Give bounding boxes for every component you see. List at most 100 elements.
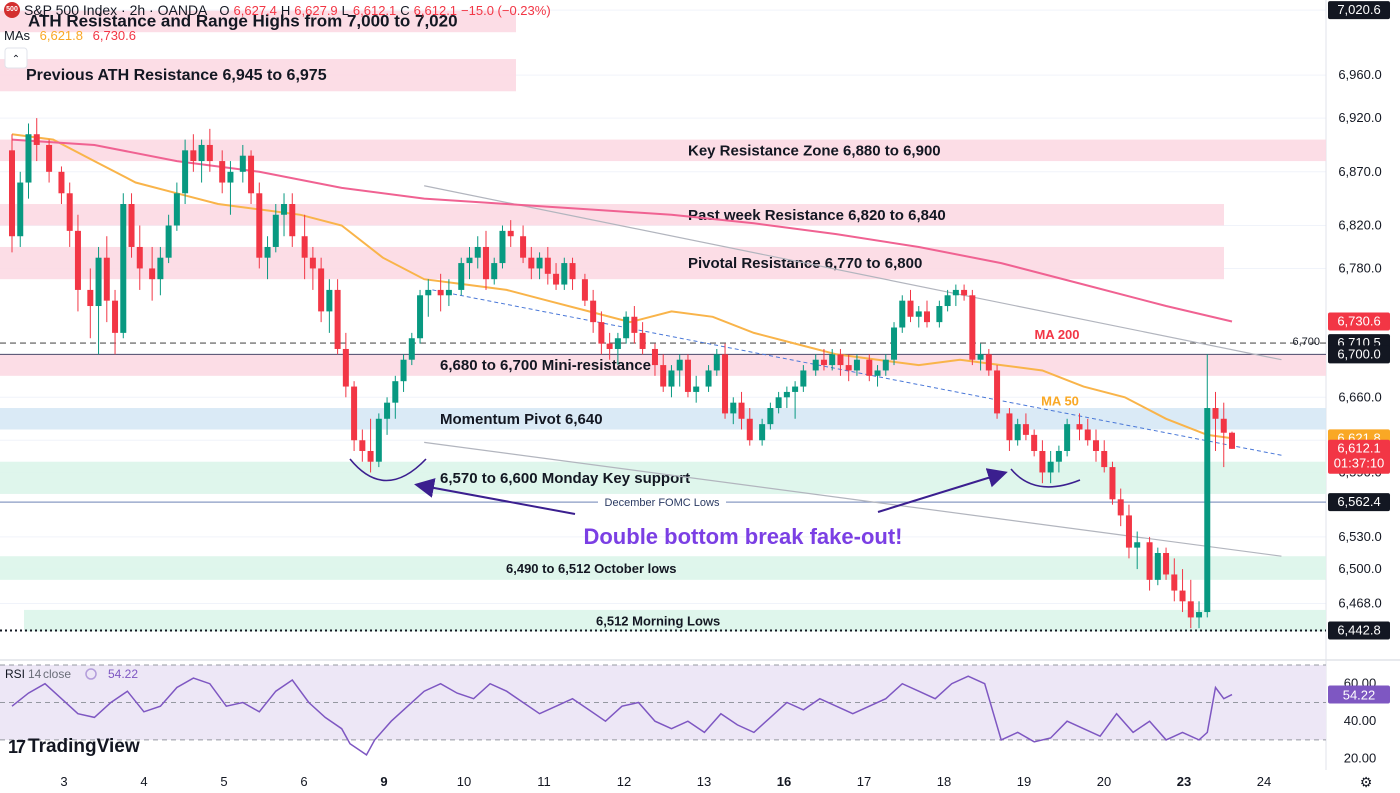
- candle-body: [561, 263, 568, 285]
- price-badge: [1328, 345, 1390, 364]
- candle-body: [46, 144, 53, 172]
- candle-body: [1047, 461, 1054, 473]
- candle-body: [1109, 467, 1116, 500]
- tradingview-mark-icon: 17: [8, 736, 26, 757]
- close-value: 6,612.1: [413, 2, 458, 18]
- candle-body: [759, 424, 766, 441]
- candle-body: [899, 300, 906, 328]
- level-label: 6,700: [1292, 336, 1320, 348]
- candle-body: [767, 408, 774, 425]
- candle-body: [1014, 424, 1021, 441]
- candle-body: [820, 359, 827, 366]
- candle-body: [1076, 424, 1083, 430]
- price-badge: [1328, 493, 1390, 512]
- double-bottom-arc-left: [349, 458, 427, 482]
- rsi-legend-length: 14: [28, 667, 42, 681]
- candle-body: [1171, 574, 1178, 591]
- candle-body: [1196, 612, 1203, 618]
- time-tick-label: 9: [380, 774, 387, 789]
- candle-body: [491, 263, 498, 280]
- time-tick-label: 6: [300, 774, 307, 789]
- zone-label: 6,490 to 6,512 October lows: [506, 561, 677, 576]
- candle-body: [58, 171, 65, 194]
- chart-header: 500 S&P 500 Index · 2h · OANDA O 6,627.4 …: [4, 2, 551, 18]
- candle-body: [792, 386, 799, 392]
- time-tick-label: 11: [537, 774, 551, 789]
- candle-body: [482, 246, 489, 280]
- candle-body: [705, 370, 712, 387]
- candle-body: [1039, 450, 1046, 473]
- candle-body: [219, 161, 226, 183]
- candle-body: [466, 257, 473, 264]
- fakeout-label: Double bottom break fake-out!: [583, 524, 902, 549]
- price-tick-label: 6,820.0: [1338, 217, 1381, 232]
- candle-body: [1006, 413, 1013, 441]
- time-tick-label: 19: [1017, 774, 1031, 789]
- ma-line-ma50: [11, 133, 1233, 440]
- ma200-label: MA 200: [1034, 327, 1079, 342]
- candle-body: [1154, 552, 1161, 580]
- candle-body: [746, 418, 753, 441]
- price-badge: [1328, 312, 1390, 331]
- candle-body: [668, 370, 675, 387]
- candle-body: [25, 134, 32, 183]
- candle-body: [915, 311, 922, 317]
- candle-body: [289, 204, 296, 237]
- time-tick-label: 16: [777, 774, 791, 789]
- candle-body: [128, 204, 135, 247]
- rsi-legend-source: close: [43, 667, 71, 681]
- change-value: −15.0 (−0.23%): [461, 2, 551, 18]
- candle-body: [17, 182, 24, 237]
- candle-body: [1229, 432, 1235, 449]
- candle-body: [1187, 601, 1194, 618]
- price-badge-text: 6,442.8: [1337, 623, 1380, 638]
- mas-label: MAs: [4, 28, 30, 43]
- candle-body: [783, 391, 790, 398]
- candle-body: [384, 402, 391, 419]
- symbol-title[interactable]: S&P 500 Index · 2h · OANDA: [24, 2, 208, 18]
- candle-body: [829, 354, 836, 366]
- time-tick-label: 18: [937, 774, 951, 789]
- candle-body: [95, 257, 102, 307]
- candle-body: [458, 263, 465, 290]
- candle-body: [1022, 424, 1029, 435]
- price-badge-text: 6,562.4: [1337, 494, 1380, 509]
- candle-body: [1084, 429, 1091, 441]
- candle-body: [936, 306, 943, 323]
- time-tick-label: 13: [697, 774, 711, 789]
- tradingview-logo[interactable]: 17 TradingView: [8, 736, 140, 758]
- price-axis[interactable]: 7,020.6 6,960.0 6,920.0 6,870.0 6,820.0 6,780…: [1328, 1, 1390, 640]
- candle-body: [136, 246, 143, 269]
- candle-body: [417, 295, 424, 339]
- candle-body: [684, 359, 691, 392]
- ma50-label: MA 50: [1041, 393, 1079, 408]
- collapse-legend-button: [4, 47, 28, 69]
- zone-support: [24, 609, 1326, 632]
- candle-body: [775, 397, 782, 409]
- candle-body: [660, 365, 667, 387]
- mas-legend[interactable]: MAs 6,621.8 6,730.6: [4, 28, 136, 43]
- candle-body: [1064, 424, 1071, 451]
- candles: [9, 118, 1235, 629]
- candle-body: [256, 193, 263, 258]
- candle-body: [952, 289, 959, 296]
- price-badge-text: 6,730.6: [1337, 313, 1380, 328]
- trendlines: [424, 185, 1282, 557]
- open-label: O: [219, 2, 230, 18]
- candle-body: [351, 386, 358, 441]
- countdown-text: 01:37:10: [1334, 456, 1385, 471]
- candle-body: [528, 257, 535, 269]
- candle-body: [606, 343, 613, 349]
- zone-label: Previous ATH Resistance 6,945 to 6,975: [26, 67, 327, 84]
- candle-body: [367, 450, 374, 462]
- price-tick-label: 6,468.0: [1338, 595, 1381, 610]
- time-axis[interactable]: 3 4 5 6 9 10 11 12 13 16 17 18 19 20 23 24 ⚙: [60, 774, 1372, 791]
- settings-gear-icon: ⚙: [1360, 775, 1373, 791]
- zone-pivot: [0, 408, 1326, 430]
- candle-body: [598, 322, 605, 344]
- zone-resistance: [0, 59, 516, 92]
- candle-body: [977, 354, 984, 360]
- price-tick-label: 6,870.0: [1338, 164, 1381, 179]
